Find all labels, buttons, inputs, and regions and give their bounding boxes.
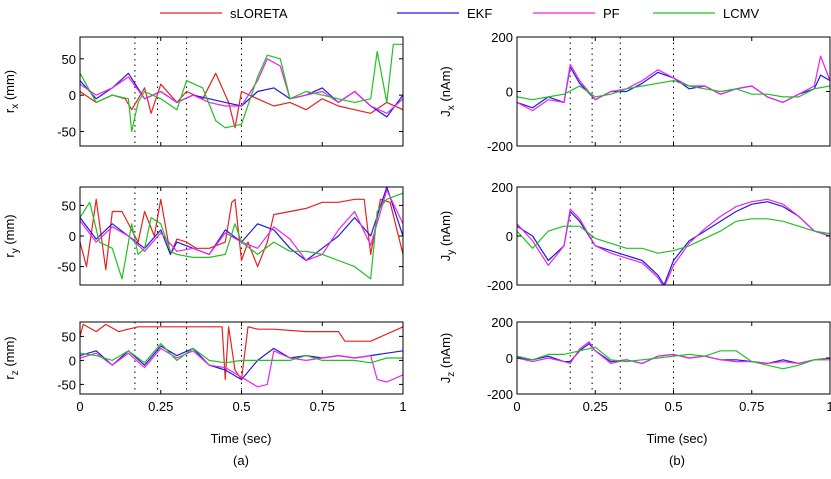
y-tick-label: 0 (69, 353, 76, 368)
series-line-pf (517, 55, 830, 112)
y-tick-label: -50 (57, 260, 76, 275)
series-line-ekf (80, 72, 403, 118)
legend-label-lcmv: LCMV (723, 6, 759, 21)
y-tick-label: -50 (57, 124, 76, 139)
series-line-pf (80, 347, 403, 388)
series-line-lcmv (517, 218, 830, 254)
series-line-lcmv (80, 343, 403, 364)
series-line-pf (80, 189, 403, 262)
legend-label-ekf: EKF (467, 6, 492, 21)
x-tick-label: 0.5 (232, 399, 250, 414)
series-line-lcmv (517, 80, 830, 101)
y-tick-label: 50 (62, 52, 76, 67)
x-tick-label: 0.5 (664, 399, 682, 414)
y-axis-label: rx (mm) (2, 70, 21, 113)
series-line-pf (517, 341, 830, 364)
series-line-lcmv (80, 43, 403, 133)
y-tick-label: 200 (491, 30, 513, 45)
x-tick-label: 1 (399, 399, 406, 414)
x-tick-label: 0.75 (739, 399, 764, 414)
legend-label-sloreta: sLORETA (230, 6, 288, 21)
y-axis-label: ry (mm) (2, 214, 21, 257)
subplot-1: 50 0 -50 rx (mm) (2, 36, 404, 147)
xlabel-a: Time (sec) (211, 431, 272, 446)
subplot-2: 50 0 -50 ry (mm) (2, 186, 404, 286)
y-axis-label: Jx (nAm) (438, 66, 457, 117)
y-tick-label: 50 (62, 329, 76, 344)
series-line-sloreta (80, 323, 403, 381)
series-line-ekf (80, 187, 403, 262)
panel-label-b: (b) (669, 453, 685, 468)
legend-label-pf: PF (603, 6, 620, 21)
y-tick-label: -200 (487, 278, 513, 293)
legend: sLORETA EKF PF LCMV (160, 6, 759, 21)
series-line-pf (80, 58, 403, 114)
y-tick-label: 200 (491, 180, 513, 195)
y-tick-label: -200 (487, 139, 513, 154)
y-tick-label: 0 (506, 229, 513, 244)
x-tick-label: 0.75 (310, 399, 335, 414)
x-tick-label: 1 (826, 399, 831, 414)
x-tick-label: 0.25 (148, 399, 173, 414)
series-line-ekf (517, 343, 830, 364)
y-axis-label: rz (mm) (2, 336, 21, 379)
y-tick-label: 0 (506, 85, 513, 100)
y-tick-label: 200 (491, 315, 513, 330)
subplot-5: 200 0 -200 Jy (nAm) (438, 180, 831, 293)
x-tick-label: 0.25 (583, 399, 608, 414)
y-axis-label: Jz (nAm) (438, 333, 457, 384)
y-tick-label: 0 (506, 351, 513, 366)
y-tick-label: -50 (57, 377, 76, 392)
y-tick-label: -200 (487, 387, 513, 402)
y-tick-label: 50 (62, 198, 76, 213)
subplot-4: 200 0 -200 Jx (nAm) (438, 30, 831, 154)
y-tick-label: 0 (69, 229, 76, 244)
xlabel-b: Time (sec) (647, 431, 708, 446)
series-line-lcmv (80, 192, 403, 280)
series-line-lcmv (517, 346, 830, 370)
plot-frame (516, 36, 831, 147)
series-line-pf (517, 198, 830, 285)
panel-label-a: (a) (233, 453, 249, 468)
series-line-sloreta (80, 72, 403, 129)
series-line-sloreta (80, 198, 403, 271)
y-tick-label: 0 (69, 88, 76, 103)
y-axis-label: Jy (nAm) (438, 211, 457, 262)
x-tick-label: 0 (76, 399, 83, 414)
x-tick-label: 0 (513, 399, 520, 414)
